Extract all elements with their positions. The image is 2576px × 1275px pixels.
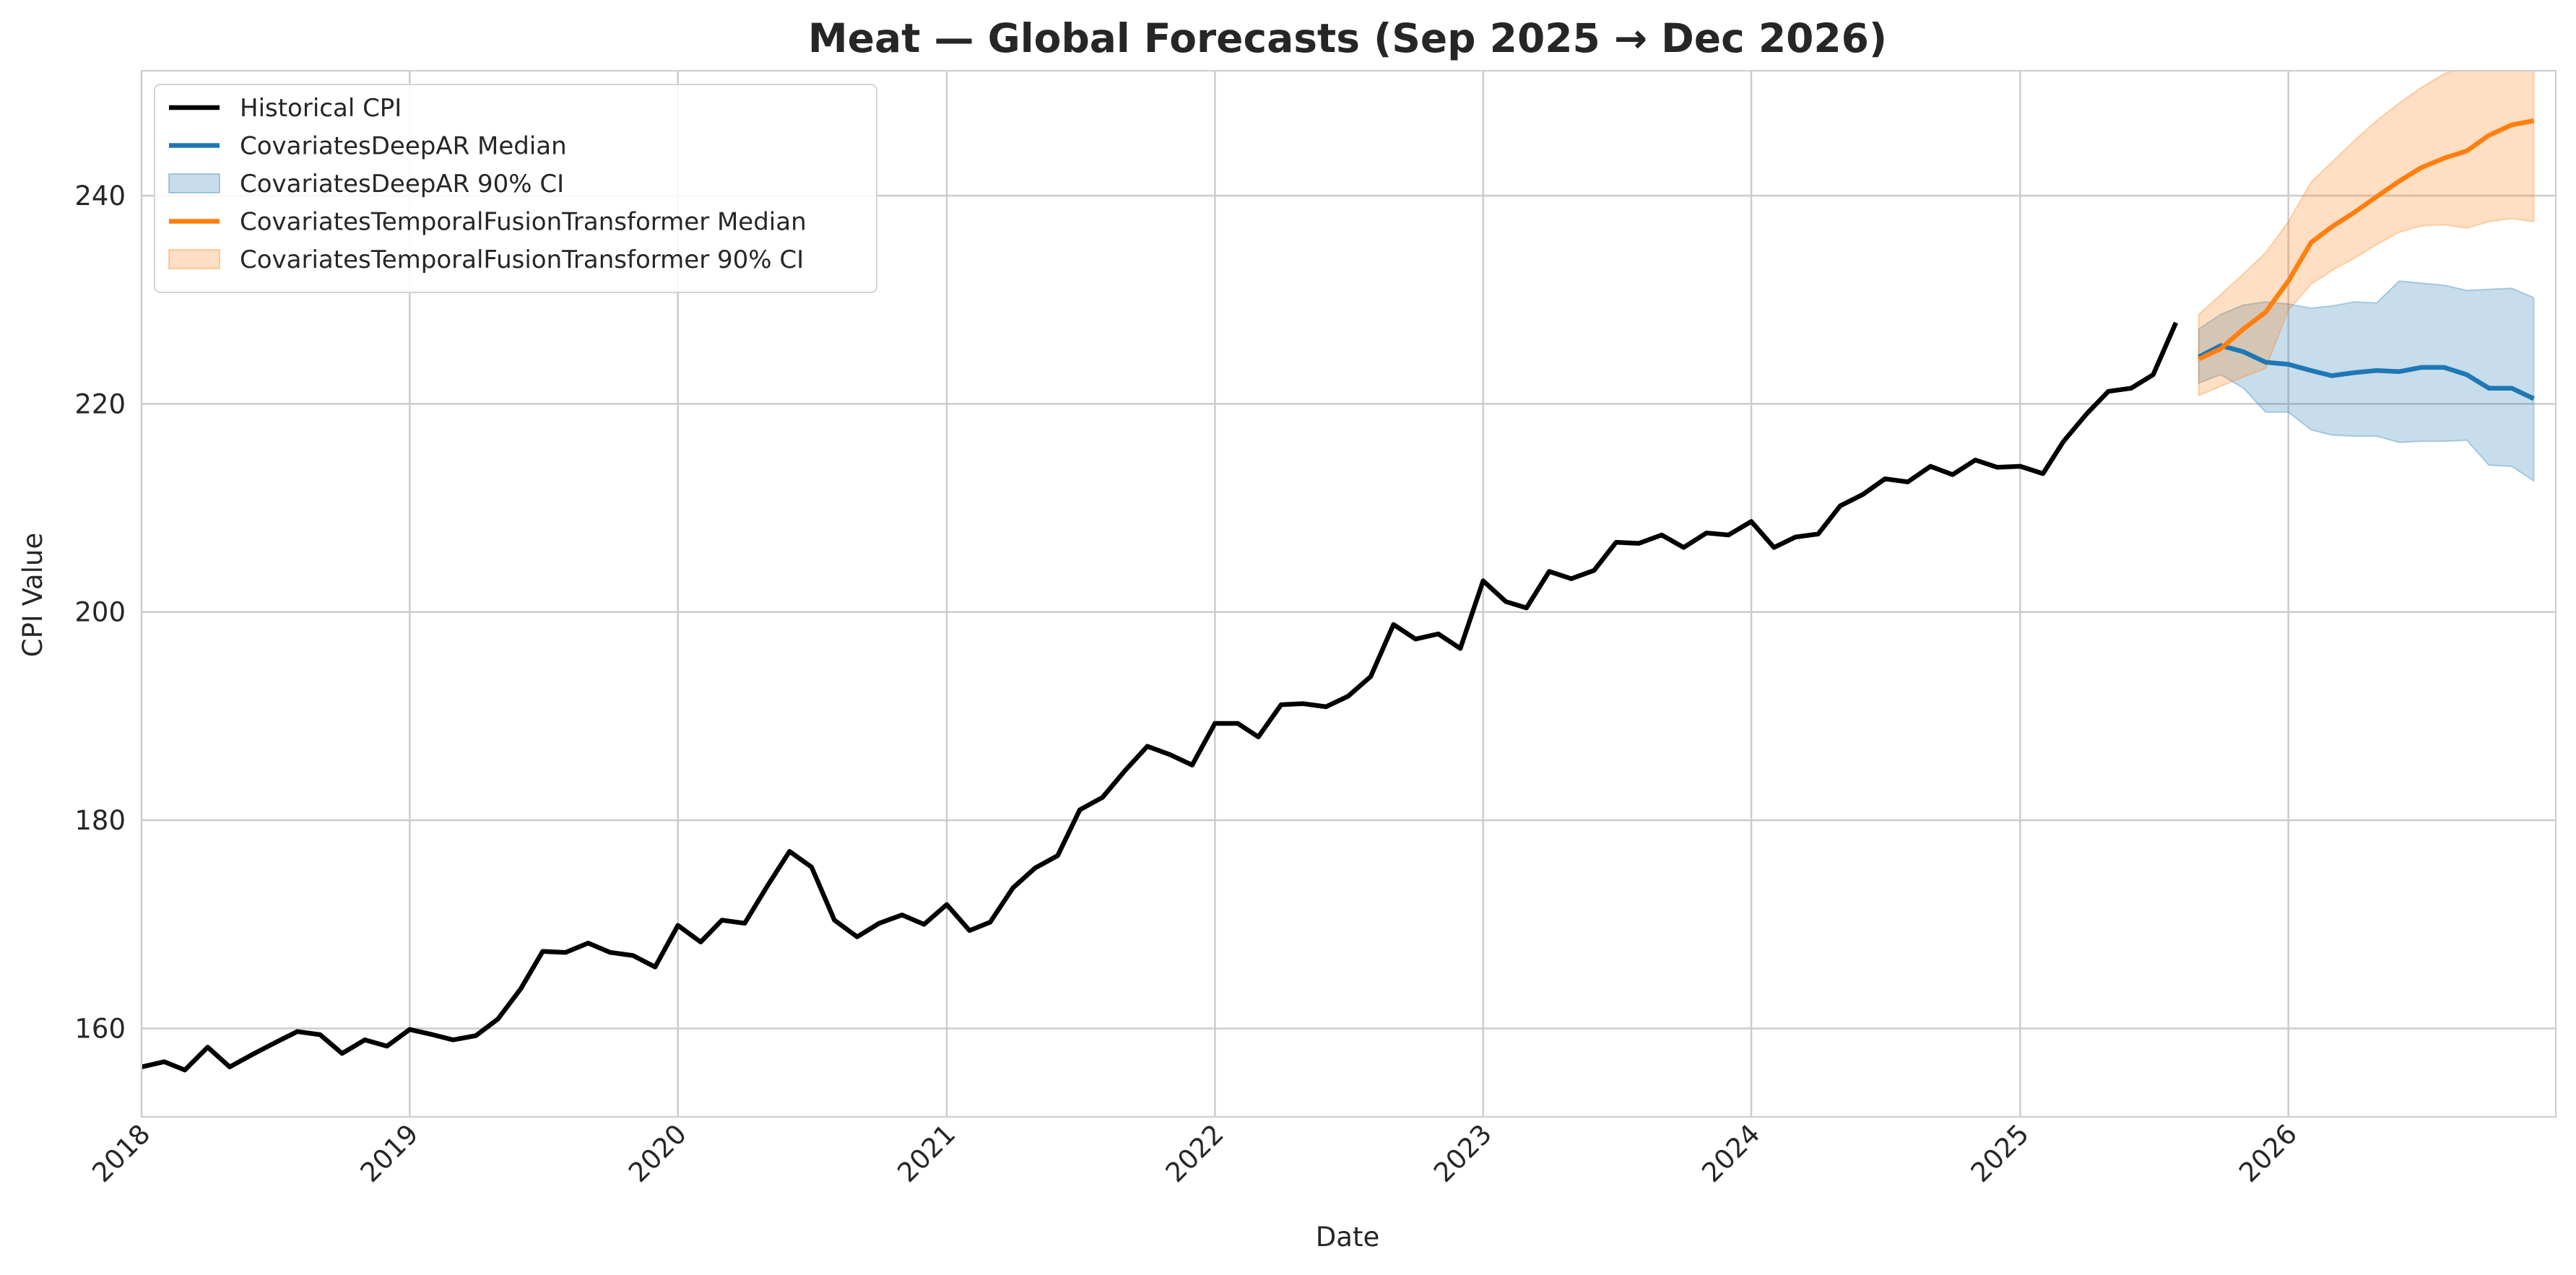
- series-lines: [142, 118, 2535, 1073]
- legend-patch-swatch: [168, 249, 220, 269]
- y-tick-label: 160: [74, 1013, 126, 1044]
- plot-frame: [141, 70, 2557, 1118]
- legend-label: CovariatesDeepAR 90% CI: [240, 170, 564, 199]
- legend-label: Historical CPI: [240, 94, 402, 123]
- median-line-1: [2198, 118, 2535, 362]
- legend-box: [154, 84, 877, 293]
- legend-label: CovariatesTemporalFusionTransformer 90% …: [240, 245, 804, 274]
- median-line-0: [2198, 343, 2535, 401]
- historical-cpi-line: [142, 321, 2178, 1073]
- y-tick-label: 240: [74, 180, 126, 212]
- y-tick-label: 180: [74, 805, 126, 836]
- legend-patch-swatch: [168, 173, 220, 193]
- legend-label: CovariatesDeepAR Median: [240, 132, 567, 161]
- ci-band-0: [2198, 280, 2535, 482]
- chart-title: Meat — Global Forecasts (Sep 2025 → Dec …: [808, 15, 1887, 61]
- y-tick-label: 220: [74, 388, 126, 419]
- x-axis-label: Date: [1316, 1222, 1379, 1253]
- y-tick-label: 200: [74, 597, 126, 628]
- ci-band-1: [2198, 71, 2535, 397]
- y-axis-label: CPI Value: [17, 533, 48, 657]
- confidence-bands: [2198, 71, 2535, 482]
- legend: Historical CPI CovariatesDeepAR Median Cov…: [154, 84, 877, 293]
- legend-label: CovariatesTemporalFusionTransformer Medi…: [240, 208, 807, 237]
